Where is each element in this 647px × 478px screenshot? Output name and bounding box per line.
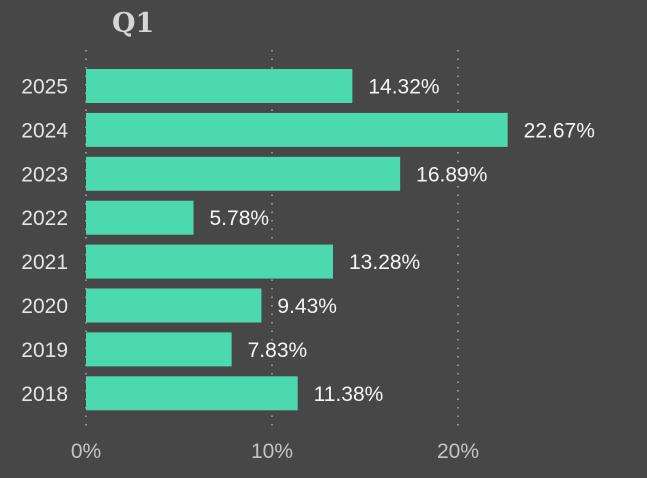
bar-2022: [86, 200, 194, 235]
category-label: 2018: [21, 383, 68, 406]
bar-2024: [86, 112, 508, 147]
category-label: 2022: [21, 207, 68, 230]
bar-2019: [86, 332, 232, 367]
bar-2023: [86, 156, 401, 191]
value-label: 22.67%: [524, 119, 595, 142]
bars: [86, 69, 508, 411]
value-label: 13.28%: [349, 251, 420, 274]
category-label: 2020: [21, 295, 68, 318]
x-tick-label: 10%: [251, 440, 293, 463]
x-axis-ticks: 0% 10% 20%: [71, 440, 479, 463]
value-labels: 14.32% 22.67% 16.89% 5.78% 13.28% 9.43% 7.83% 1…: [210, 76, 595, 406]
category-label: 2023: [21, 163, 68, 186]
bar-2021: [86, 244, 334, 279]
value-label: 9.43%: [277, 295, 337, 318]
value-label: 16.89%: [416, 163, 487, 186]
x-tick-label: 20%: [437, 440, 479, 463]
value-label: 7.83%: [248, 339, 308, 362]
category-label: 2024: [21, 119, 68, 142]
category-label: 2021: [21, 251, 68, 274]
x-tick-label: 0%: [71, 440, 101, 463]
value-label: 5.78%: [210, 207, 270, 230]
category-label: 2025: [21, 76, 68, 99]
category-label: 2019: [21, 339, 68, 362]
bar-2018: [86, 376, 298, 411]
category-labels: 2025 2024 2023 2022 2021 2020 2019 2018: [21, 76, 68, 406]
value-label: 11.38%: [314, 383, 384, 406]
value-label: 14.32%: [368, 76, 439, 99]
chart-title: Q1: [112, 8, 154, 39]
grid-lines: [85, 50, 459, 428]
bar-2020: [86, 288, 262, 323]
bar-2025: [86, 69, 353, 103]
